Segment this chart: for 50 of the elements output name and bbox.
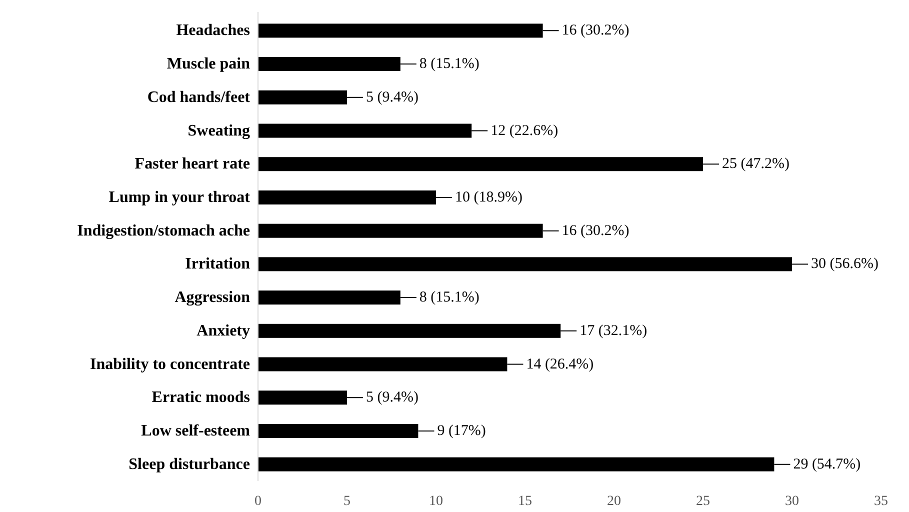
x-tick-label: 30	[785, 494, 799, 509]
bar	[258, 357, 508, 372]
y-tick-label: Anxiety	[196, 322, 250, 340]
bar	[258, 257, 792, 272]
y-tick-label: Cod hands/feet	[147, 88, 251, 106]
bar	[258, 157, 703, 172]
bar	[258, 290, 400, 305]
data-label: 30 (56.6%)	[811, 256, 878, 272]
data-label: 5 (9.4%)	[366, 390, 418, 406]
data-label: 10 (18.9%)	[455, 189, 522, 206]
y-tick-label: Faster heart rate	[134, 156, 250, 173]
data-label: 25 (47.2%)	[722, 156, 790, 172]
data-label: 29 (54.7%)	[793, 456, 861, 472]
bar	[258, 124, 472, 138]
bar	[258, 57, 400, 72]
y-tick-label: Inability to concentrate	[90, 356, 250, 373]
bar	[258, 24, 543, 38]
y-tick-label: Aggression	[174, 289, 250, 306]
y-tick-label: Lump in your throat	[108, 188, 251, 206]
data-label: 5 (9.4%)	[366, 89, 418, 106]
bar	[258, 224, 543, 238]
y-tick-label: Low self-esteem	[141, 422, 251, 440]
data-label: 9 (17%)	[437, 422, 486, 439]
x-tick-label: 20	[607, 494, 621, 509]
data-label: 16 (30.2%)	[562, 222, 630, 239]
y-tick-label: Irritation	[185, 256, 250, 273]
x-tick-label: 25	[696, 494, 710, 509]
bar	[258, 424, 418, 438]
bar	[258, 324, 561, 338]
y-tick-label: Muscle pain	[166, 56, 250, 73]
y-tick-label: Sweating	[188, 122, 250, 140]
data-label: 12 (22.6%)	[490, 122, 558, 139]
data-label: 8 (15.1%)	[419, 56, 480, 72]
y-tick-label: Headaches	[176, 22, 250, 40]
data-label: 14 (26.4%)	[526, 356, 594, 372]
bar	[258, 390, 347, 405]
y-tick-label: Indigestion/stomach ache	[77, 222, 250, 240]
x-tick-label: 10	[429, 494, 443, 509]
x-tick-label: 5	[344, 494, 350, 509]
data-label: 17 (32.1%)	[580, 322, 648, 339]
data-label: 8 (15.1%)	[419, 290, 480, 306]
x-tick-label: 0	[254, 494, 262, 509]
bar	[258, 90, 347, 104]
data-label: 16 (30.2%)	[562, 22, 630, 39]
y-tick-label: Sleep disturbance	[128, 456, 250, 473]
y-tick-label: Erratic moods	[152, 389, 250, 406]
bar	[258, 190, 436, 204]
x-tick-label: 35	[874, 494, 888, 509]
bar	[258, 457, 774, 472]
x-tick-label: 15	[518, 494, 532, 509]
